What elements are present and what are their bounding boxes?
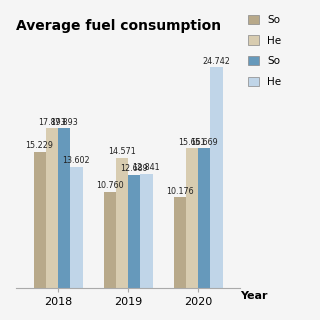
Text: 17.893: 17.893	[50, 118, 78, 127]
Bar	[210, 68, 222, 288]
Bar	[58, 129, 70, 288]
Text: 15.669: 15.669	[190, 138, 218, 147]
Bar	[128, 175, 140, 288]
Text: 15.661: 15.661	[178, 138, 206, 147]
Text: 12.689: 12.689	[120, 164, 148, 173]
Text: Year: Year	[240, 291, 268, 301]
Text: 17.893: 17.893	[38, 118, 66, 127]
Bar	[116, 158, 128, 288]
Bar	[173, 197, 186, 288]
Bar	[103, 192, 116, 288]
Text: 10.760: 10.760	[96, 181, 124, 190]
Text: Average fuel consumption: Average fuel consumption	[16, 19, 221, 33]
Text: 13.602: 13.602	[63, 156, 90, 165]
Legend: So, He, So, He: So, He, So, He	[248, 15, 281, 87]
Bar	[198, 148, 210, 288]
Text: 12.841: 12.841	[132, 163, 160, 172]
Bar	[34, 152, 46, 288]
Bar	[70, 167, 83, 288]
Bar	[186, 148, 198, 288]
Text: 15.229: 15.229	[26, 141, 54, 150]
Text: 24.742: 24.742	[203, 57, 230, 66]
Bar	[46, 129, 58, 288]
Text: 14.571: 14.571	[108, 147, 136, 156]
Text: 10.176: 10.176	[166, 187, 193, 196]
Bar	[140, 173, 153, 288]
